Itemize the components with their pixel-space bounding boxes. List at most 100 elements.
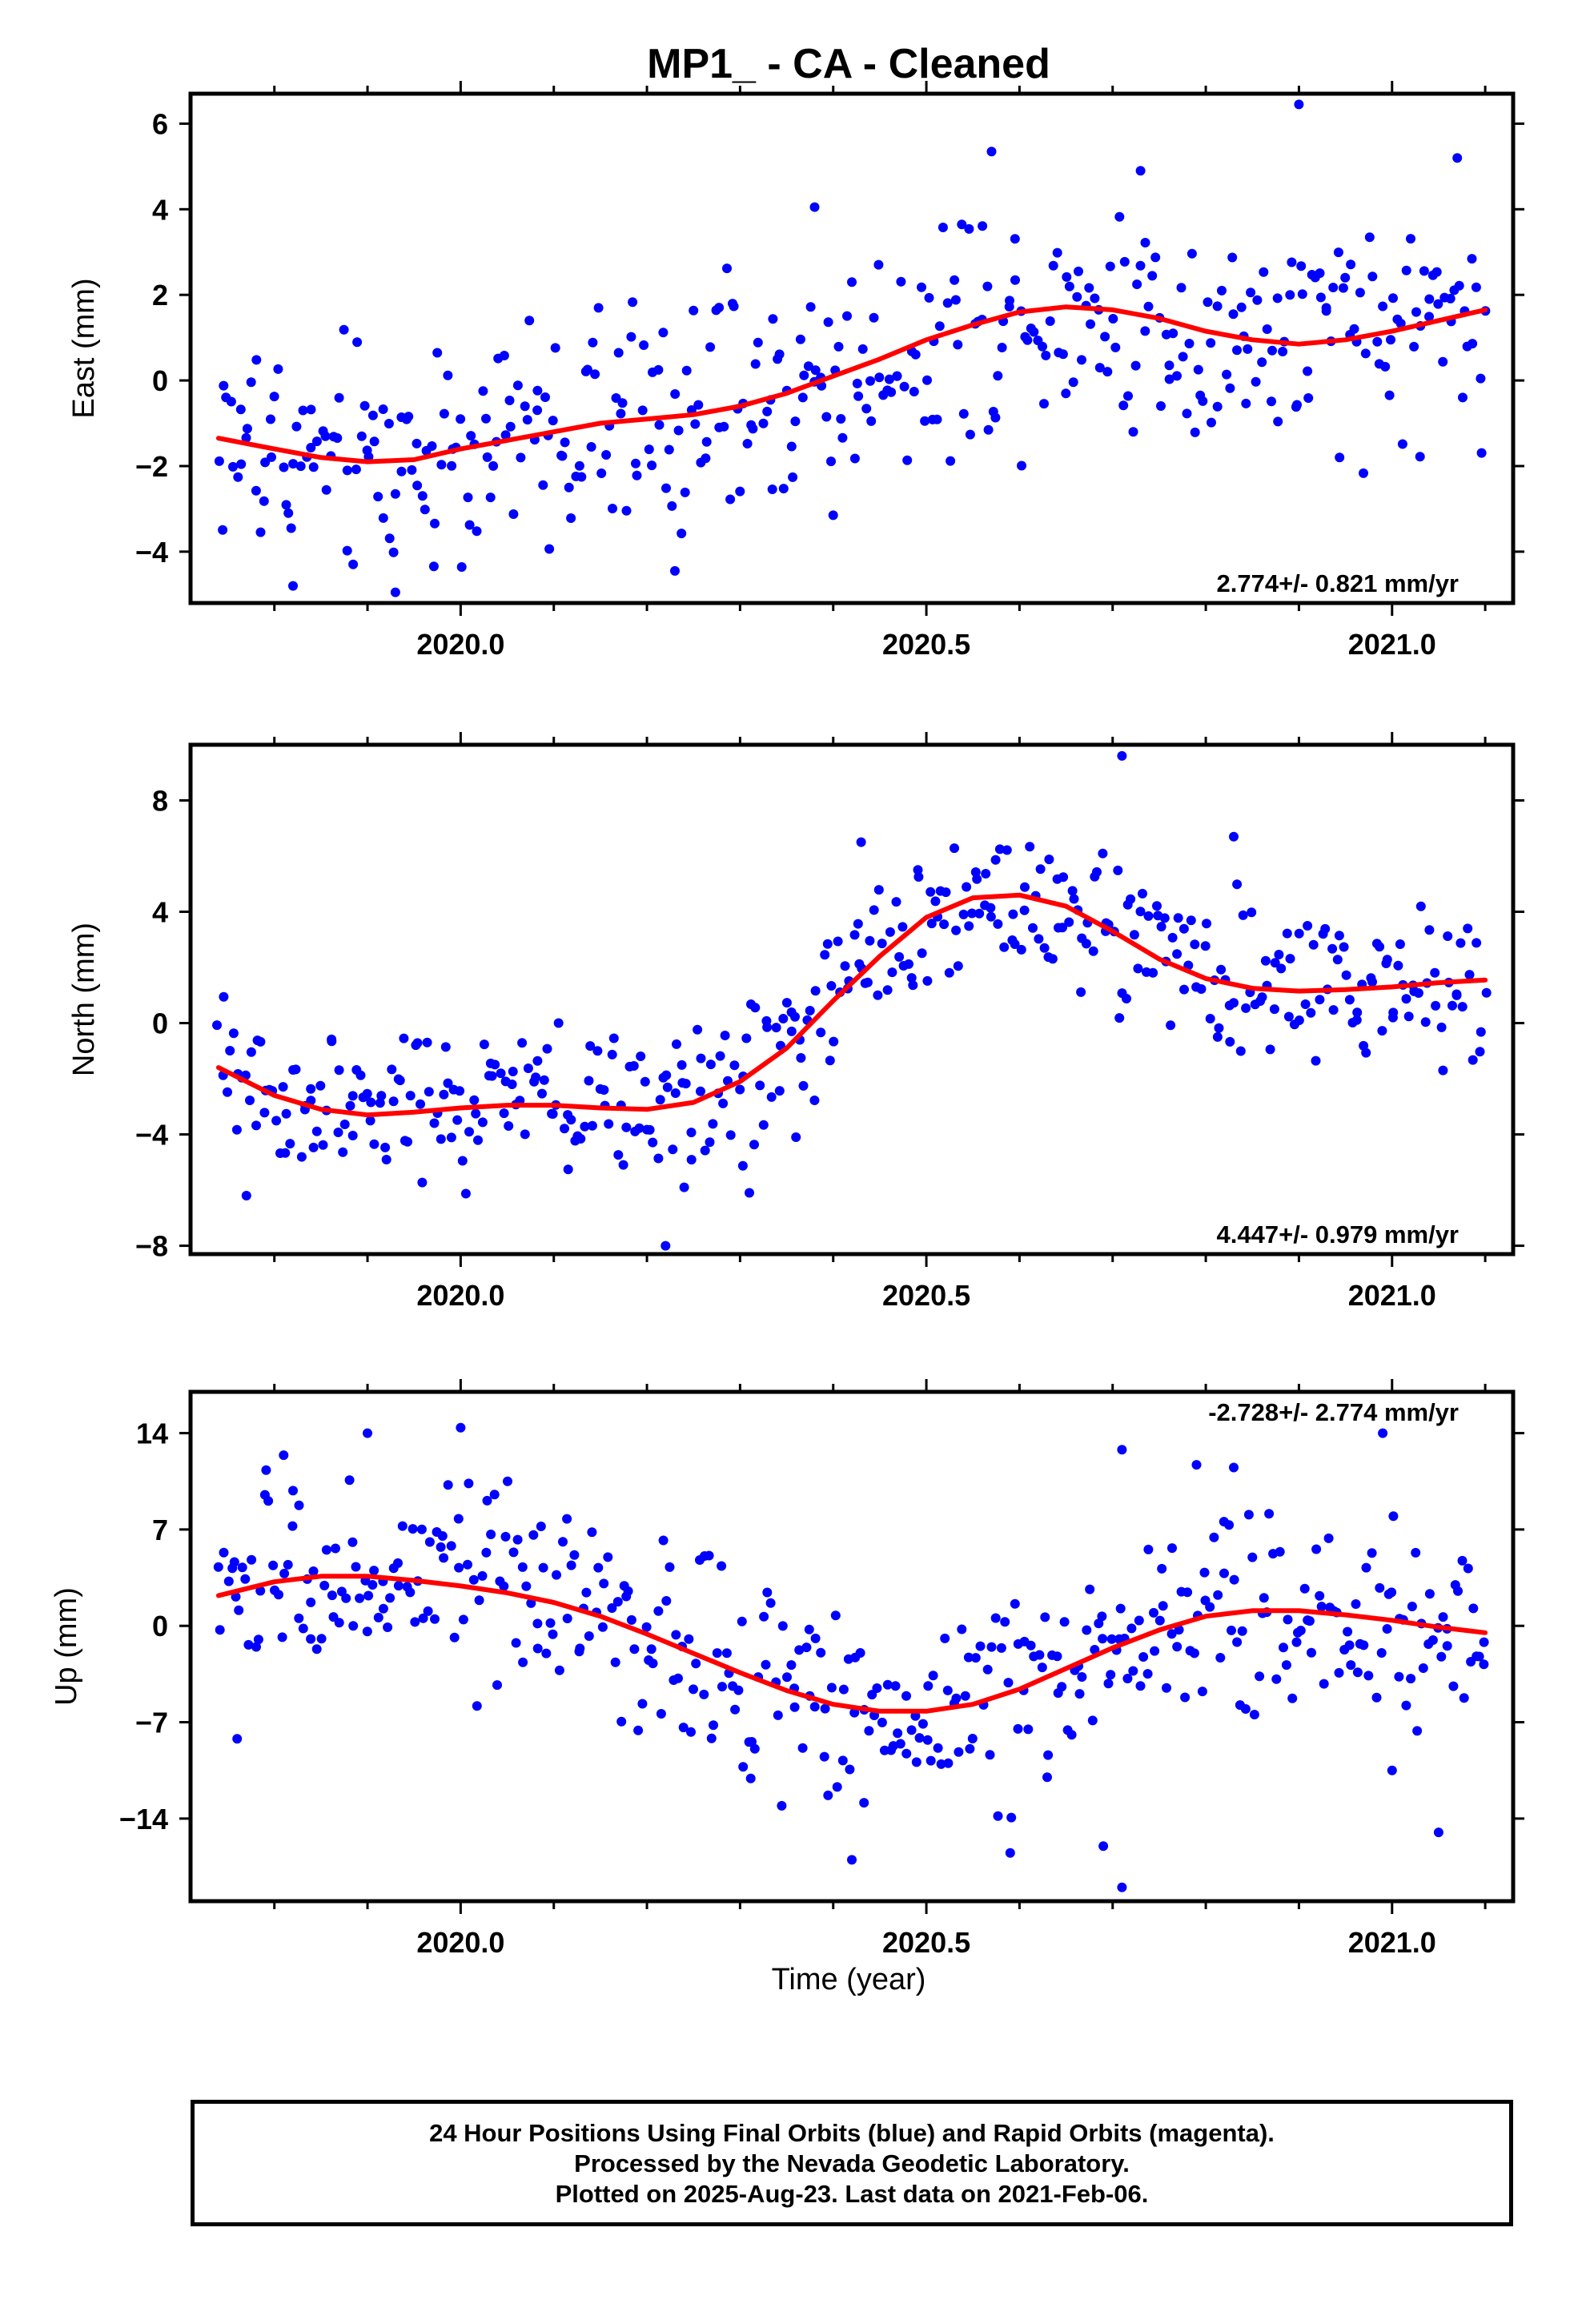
data-point xyxy=(219,991,229,1002)
data-point xyxy=(1257,992,1267,1003)
data-point xyxy=(664,444,674,455)
data-point xyxy=(1340,272,1351,283)
data-point xyxy=(397,1521,408,1531)
data-point xyxy=(809,1096,820,1105)
data-point xyxy=(225,1046,235,1055)
data-point xyxy=(251,355,262,365)
data-point xyxy=(1064,917,1074,927)
data-point xyxy=(755,1080,765,1091)
data-point xyxy=(1452,990,1462,1000)
y-tick-label: −14 xyxy=(119,1803,168,1835)
data-point xyxy=(797,392,808,403)
y-tick-label: 6 xyxy=(152,107,168,140)
data-point xyxy=(1212,1031,1223,1042)
data-point xyxy=(482,1495,492,1506)
data-point xyxy=(524,316,535,326)
y-tick-label: 4 xyxy=(152,896,168,929)
data-point xyxy=(1132,279,1142,289)
data-point xyxy=(500,1531,511,1542)
data-point xyxy=(542,1043,552,1054)
data-point xyxy=(1133,963,1143,974)
data-point xyxy=(1159,913,1170,923)
data-point xyxy=(691,1659,701,1669)
data-point xyxy=(485,493,496,503)
data-point xyxy=(369,1139,379,1149)
data-point xyxy=(1430,967,1440,978)
data-point xyxy=(1114,1013,1125,1023)
data-point xyxy=(1287,257,1297,267)
data-point xyxy=(1147,271,1158,281)
data-point xyxy=(1431,267,1442,277)
data-point xyxy=(1198,396,1208,406)
data-point xyxy=(1454,280,1464,291)
data-point xyxy=(795,334,805,344)
data-point xyxy=(1328,1005,1339,1015)
data-point xyxy=(1154,1615,1165,1626)
data-point xyxy=(1241,398,1251,408)
data-point xyxy=(351,464,361,475)
data-point xyxy=(1267,345,1277,356)
data-point xyxy=(576,472,587,482)
data-point xyxy=(849,930,860,940)
data-point xyxy=(1052,1651,1062,1662)
data-point xyxy=(1267,396,1276,407)
data-point xyxy=(950,275,960,285)
data-point xyxy=(373,492,383,502)
data-point xyxy=(443,370,453,380)
data-point xyxy=(1281,1660,1291,1671)
data-point xyxy=(822,939,833,949)
data-point xyxy=(926,919,937,929)
data-point xyxy=(964,223,974,234)
data-point xyxy=(283,508,294,518)
data-point xyxy=(266,414,275,424)
data-point xyxy=(455,1086,465,1096)
data-point xyxy=(492,1680,502,1691)
data-point xyxy=(1468,1055,1478,1065)
data-point xyxy=(387,1064,397,1075)
data-point xyxy=(963,1652,974,1663)
data-point xyxy=(906,1725,917,1735)
data-point xyxy=(1016,944,1026,955)
data-point xyxy=(765,1598,776,1608)
data-point xyxy=(735,486,745,497)
y-tick-label: 0 xyxy=(152,364,168,397)
data-point xyxy=(1235,1046,1246,1056)
data-point xyxy=(532,1618,543,1629)
data-point xyxy=(699,1689,709,1699)
data-point xyxy=(873,259,884,270)
data-point xyxy=(271,1116,282,1126)
data-point-outlier xyxy=(809,202,820,212)
data-point xyxy=(671,1630,681,1640)
data-point xyxy=(212,1020,222,1031)
data-point xyxy=(1039,399,1049,409)
data-point xyxy=(690,419,701,429)
data-point xyxy=(865,376,875,386)
data-point xyxy=(562,1614,572,1623)
data-point xyxy=(701,436,712,447)
data-point xyxy=(1225,383,1235,393)
data-point xyxy=(1058,923,1067,933)
data-point xyxy=(750,359,761,369)
data-point-outlier xyxy=(1117,750,1127,761)
data-point xyxy=(383,1622,393,1632)
data-point xyxy=(286,523,296,533)
data-point xyxy=(753,337,763,348)
y-axis-label: East (mm) xyxy=(67,278,101,418)
data-point xyxy=(958,408,969,419)
data-point xyxy=(1315,292,1326,303)
data-point xyxy=(1453,1586,1463,1596)
data-point xyxy=(942,1685,953,1695)
data-point xyxy=(231,1124,242,1135)
data-point xyxy=(637,405,648,416)
data-point xyxy=(1010,939,1020,949)
data-point xyxy=(344,1475,355,1486)
data-point xyxy=(320,431,331,441)
data-point xyxy=(805,1006,815,1015)
data-point xyxy=(1224,1520,1235,1530)
data-point xyxy=(1372,336,1383,347)
data-point xyxy=(355,1070,366,1080)
data-point xyxy=(693,1024,703,1035)
data-point xyxy=(904,959,913,969)
data-point xyxy=(1028,923,1038,933)
data-point xyxy=(1296,261,1307,271)
